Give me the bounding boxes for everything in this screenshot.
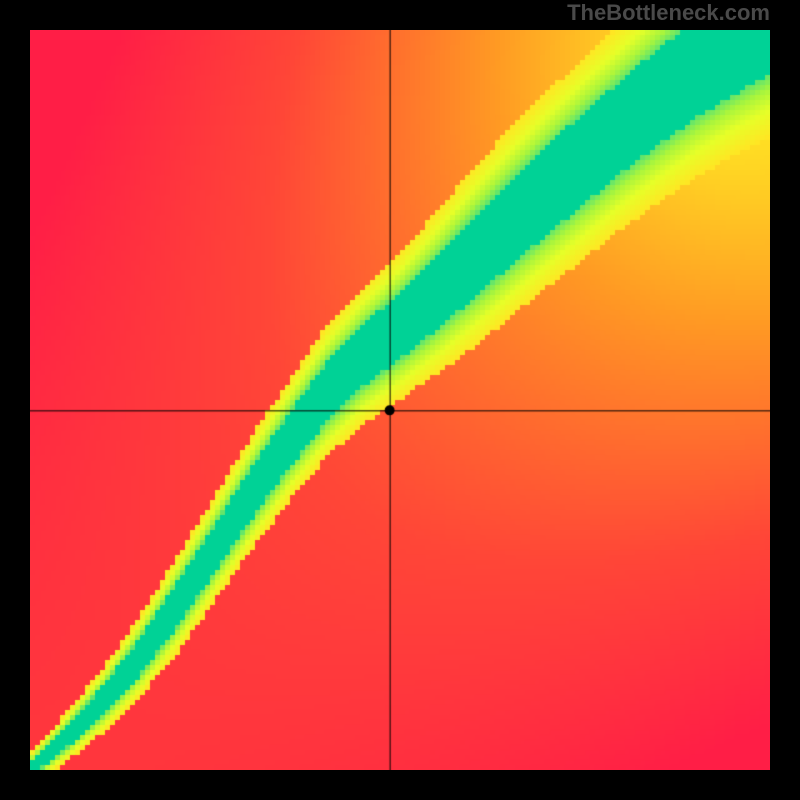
root: TheBottleneck.com: [0, 0, 800, 800]
heatmap-canvas: [30, 30, 770, 770]
plot-area: [30, 30, 770, 770]
watermark-text: TheBottleneck.com: [567, 0, 770, 26]
